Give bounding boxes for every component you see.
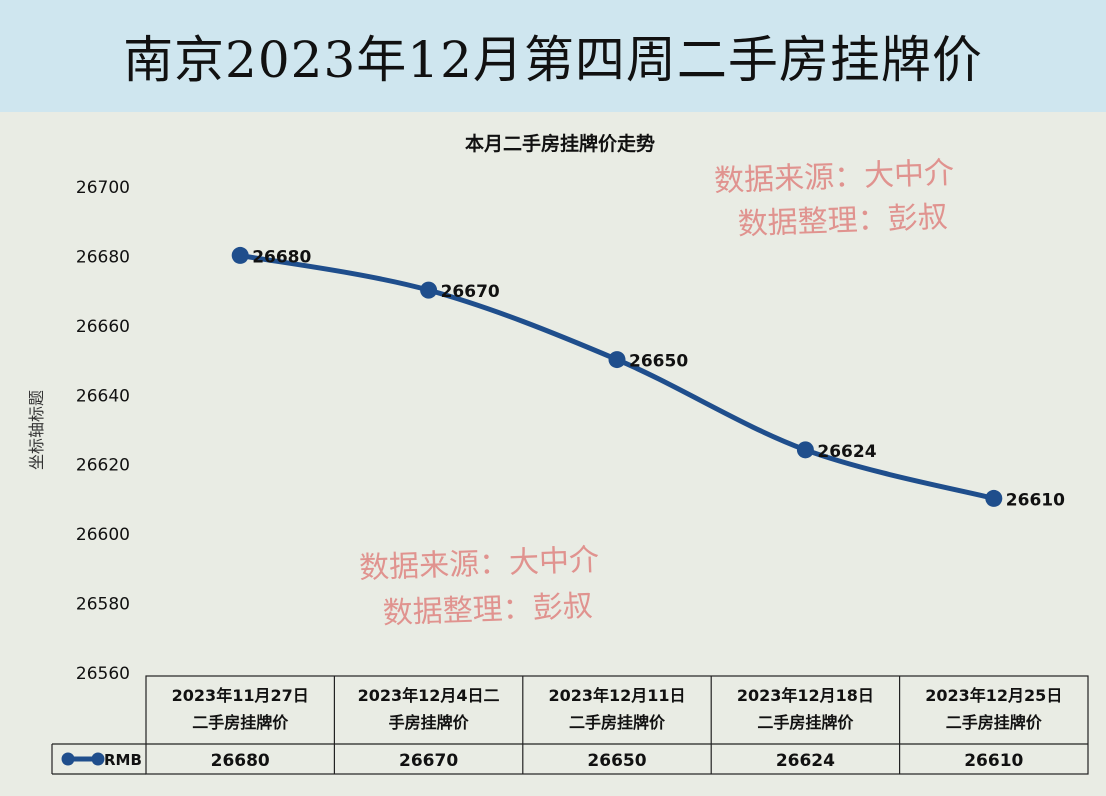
legend-marker [61,752,75,766]
chart-title: 本月二手房挂牌价走势 [465,132,655,155]
data-label: 26610 [1006,490,1065,510]
data-table-value: 26610 [964,751,1023,771]
watermark-editor: 数据整理：彭叔 [382,588,594,632]
y-tick-label: 26640 [76,386,130,406]
x-category-label: 2023年12月25日 [925,686,1062,705]
data-label: 26624 [817,442,876,462]
data-label: 26650 [629,352,688,372]
y-tick-label: 26620 [76,456,130,476]
data-point [420,281,438,299]
watermark-bottom: 数据来源：大中介 数据整理：彭叔 [358,538,601,638]
data-point [796,441,814,459]
y-tick-label: 26560 [76,664,130,684]
y-tick-label: 26660 [76,317,130,337]
x-category-label: 二手房挂牌价 [569,713,666,732]
y-tick-label: 26580 [76,595,130,615]
data-label: 26670 [441,282,500,302]
watermark-source: 数据来源：大中介 [358,542,600,587]
data-label: 26680 [252,247,311,267]
data-point [985,489,1003,507]
data-point [231,246,249,264]
page-title: 南京2023年12月第四周二手房挂牌价 [123,31,983,89]
legend-marker [91,752,105,766]
data-table-value: 26624 [776,751,835,771]
y-tick-label: 26600 [76,525,130,545]
x-category-label: 二手房挂牌价 [946,713,1043,732]
legend-series-name: RMB [104,751,142,769]
y-tick-label: 26680 [76,247,130,267]
x-category-label: 二手房挂牌价 [757,713,854,732]
data-table-value: 26650 [587,751,646,771]
title-banner: 南京2023年12月第四周二手房挂牌价 [0,0,1106,112]
x-category-label: 2023年12月11日 [548,686,685,705]
x-category-label: 手房挂牌价 [389,713,470,732]
x-category-label: 2023年12月18日 [737,686,874,705]
watermark-top: 数据来源：大中介 数据整理：彭叔 [713,152,956,248]
series-line-rmb [237,252,997,501]
watermark-editor: 数据整理：彭叔 [737,199,949,243]
x-category-label: 二手房挂牌价 [192,713,289,732]
x-category-label: 2023年11月27日 [172,686,309,705]
y-tick-label: 26700 [76,178,130,198]
data-table-value: 26670 [399,751,458,771]
data-table-value: 26680 [211,751,270,771]
x-category-label: 2023年12月4日二 [358,686,500,705]
y-axis-title: 坐标轴标题 [27,390,46,470]
data-table-border [145,675,1089,775]
data-point [608,351,626,369]
